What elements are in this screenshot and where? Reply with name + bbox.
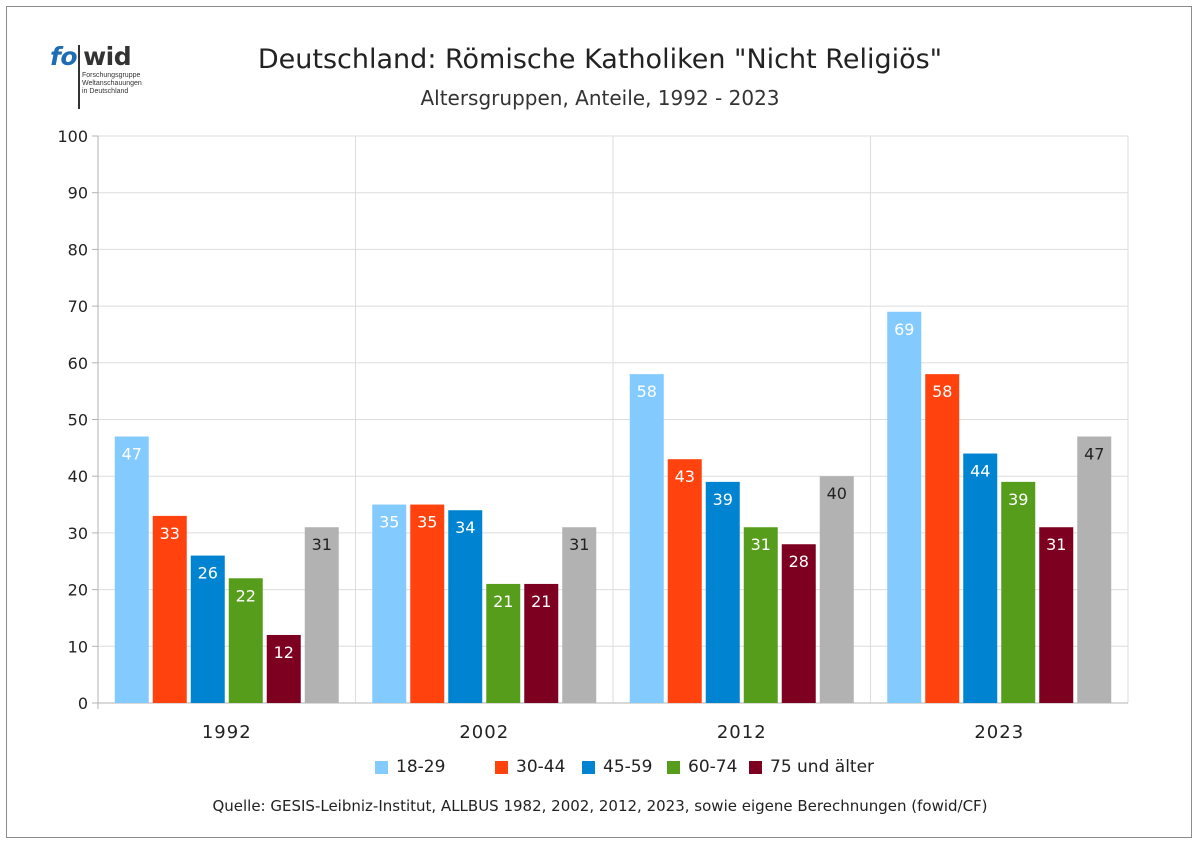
legend-label: 45-59 (603, 757, 653, 777)
logo-sub-line-3: in Deutschland (82, 88, 129, 95)
y-tick-label: 80 (68, 240, 88, 259)
y-tick-label: 0 (78, 694, 88, 713)
bar-value-label: 31 (1046, 535, 1066, 554)
legend-swatch (667, 760, 680, 774)
chart-legend: 18-29 30-44 45-59 60-74 75 und älter (0, 757, 1200, 781)
bar (667, 459, 702, 703)
bar (372, 504, 407, 703)
legend-swatch (582, 760, 595, 774)
legend-item: 18-29 (375, 757, 445, 777)
bar-value-label: 31 (751, 535, 771, 554)
y-tick-label: 70 (68, 297, 88, 316)
logo-wid-text: wid (83, 42, 132, 71)
y-tick-label: 40 (68, 467, 88, 486)
x-category-label: 2002 (459, 722, 509, 743)
y-tick-label: 100 (57, 127, 88, 146)
bar (1039, 527, 1074, 703)
bar (486, 583, 521, 703)
bar-value-label: 39 (1008, 490, 1028, 509)
bar (819, 476, 854, 703)
logo-sub-line-1: Forschungsgruppe (82, 72, 141, 79)
y-tick-label: 20 (68, 581, 88, 600)
bar (266, 634, 301, 703)
legend-item: 75 und älter (749, 757, 874, 777)
source-note: Quelle: GESIS-Leibniz-Institut, ALLBUS 1… (212, 797, 988, 815)
legend-item: 60-74 (667, 757, 737, 777)
bar (925, 374, 960, 703)
legend-item: 30-44 (495, 757, 565, 777)
bar-value-label: 40 (827, 484, 847, 503)
bar (781, 544, 816, 703)
legend-swatch (375, 760, 388, 774)
bar (1001, 481, 1036, 703)
bar-value-label: 26 (198, 564, 218, 583)
bar-value-label: 31 (312, 535, 332, 554)
bar-value-label: 21 (493, 592, 513, 611)
x-category-label: 2012 (717, 722, 767, 743)
bar-value-label: 34 (455, 518, 475, 537)
bar-value-label: 58 (637, 382, 657, 401)
legend-item: 45-59 (582, 757, 652, 777)
logo-fo-text: fo (50, 42, 78, 71)
x-category-label: 2023 (974, 722, 1024, 743)
bar (410, 504, 445, 703)
bar-value-label: 43 (675, 467, 695, 486)
bar-value-label: 31 (569, 535, 589, 554)
logo-wordmark: fo wid (50, 42, 132, 71)
bar (562, 527, 597, 703)
bar (228, 578, 263, 703)
bar (304, 527, 339, 703)
y-tick-label: 50 (68, 411, 88, 430)
x-category-label: 1992 (202, 722, 252, 743)
bar-value-label: 39 (713, 490, 733, 509)
bar (152, 515, 187, 703)
bar (963, 453, 998, 703)
bar (190, 555, 225, 703)
bar-value-label: 33 (160, 524, 180, 543)
logo-divider (78, 45, 80, 109)
legend-swatch (495, 760, 508, 774)
y-tick-label: 10 (68, 637, 88, 656)
bar-value-label: 12 (274, 643, 294, 662)
legend-label: 60-74 (688, 757, 738, 777)
y-tick-label: 90 (68, 184, 88, 203)
chart-title: Deutschland: Römische Katholiken "Nicht … (257, 44, 943, 75)
bar-value-label: 35 (379, 513, 399, 532)
bar (743, 527, 778, 703)
fowid-logo: fo wid Forschungsgruppe Weltanschauungen … (50, 42, 150, 117)
chart-subtitle: Altersgruppen, Anteile, 1992 - 2023 (420, 86, 780, 110)
bar-value-label: 69 (894, 320, 914, 339)
logo-sub-line-2: Weltanschauungen (82, 80, 142, 87)
bar (114, 436, 149, 703)
bar-value-label: 35 (417, 513, 437, 532)
bar-value-label: 47 (1084, 445, 1104, 464)
y-tick-label: 60 (68, 354, 88, 373)
bar-value-label: 47 (122, 445, 142, 464)
bar-value-label: 28 (789, 552, 809, 571)
bar (887, 311, 922, 703)
legend-swatch (749, 760, 762, 774)
y-tick-label: 30 (68, 524, 88, 543)
bar-value-label: 58 (932, 382, 952, 401)
bar (629, 374, 664, 703)
chart-frame (6, 6, 1192, 838)
bar (524, 583, 559, 703)
bar-value-label: 22 (236, 586, 256, 605)
legend-label: 18-29 (396, 757, 446, 777)
bar (1077, 436, 1112, 703)
bar-value-label: 44 (970, 462, 990, 481)
bar-value-label: 21 (531, 592, 551, 611)
legend-label: 75 und älter (770, 757, 875, 777)
legend-label: 30-44 (516, 757, 566, 777)
logo-subtitle: Forschungsgruppe Weltanschauungen in Deu… (82, 72, 142, 96)
bar (448, 510, 483, 703)
bar (705, 481, 740, 703)
